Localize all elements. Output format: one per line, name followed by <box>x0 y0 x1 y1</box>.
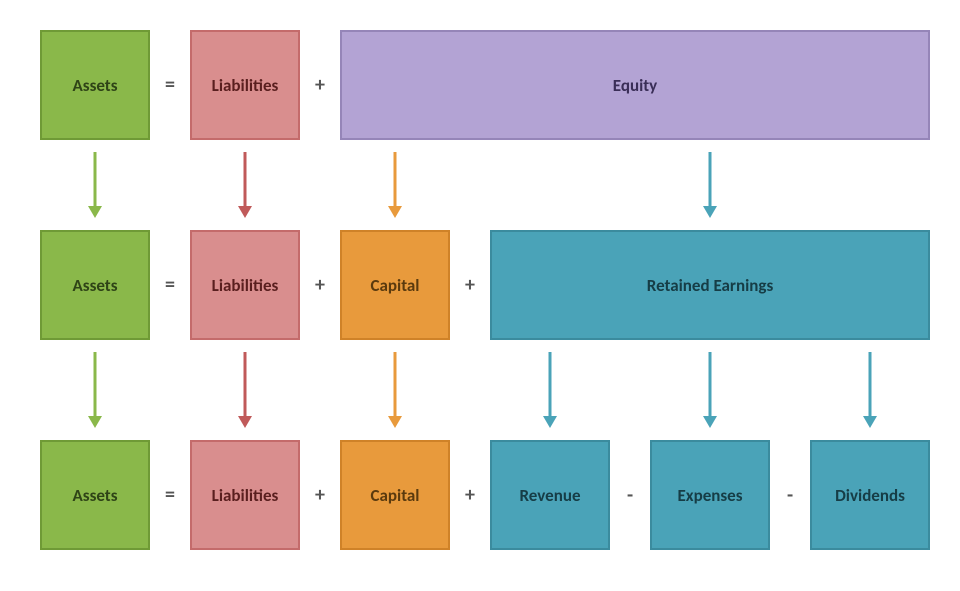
operator-symbol: + <box>465 273 475 297</box>
down-arrow-icon <box>701 152 719 218</box>
accounting-equation-diagram: Assets Liabilities Equity Assets Liabilities… <box>0 0 960 591</box>
down-arrow-icon <box>386 152 404 218</box>
operator-symbol: + <box>315 273 325 297</box>
down-arrow-icon <box>541 352 559 428</box>
down-arrow-icon <box>86 352 104 428</box>
operator-op-r2-plus2: + <box>460 275 480 295</box>
box-r2-liabilities: Liabilities <box>190 230 300 340</box>
arrow-ar-capital-12 <box>386 152 404 218</box>
down-arrow-icon <box>86 152 104 218</box>
arrow-ar-revenue-23 <box>541 352 559 428</box>
box-label: Retained Earnings <box>647 275 773 296</box>
box-r3-liabilities: Liabilities <box>190 440 300 550</box>
down-arrow-icon <box>386 352 404 428</box>
box-r3-assets: Assets <box>40 440 150 550</box>
box-r1-equity: Equity <box>340 30 930 140</box>
operator-symbol: + <box>465 483 475 507</box>
operator-op-r3-plus1: + <box>310 485 330 505</box>
box-label: Liabilities <box>212 485 279 506</box>
arrow-ar-capital-23 <box>386 352 404 428</box>
operator-op-r3-minus1: - <box>620 485 640 505</box>
operator-op-r2-plus1: + <box>310 275 330 295</box>
down-arrow-icon <box>236 352 254 428</box>
box-r3-revenue: Revenue <box>490 440 610 550</box>
box-label: Assets <box>73 485 118 506</box>
operator-op-r3-minus2: - <box>780 485 800 505</box>
box-r2-retained: Retained Earnings <box>490 230 930 340</box>
down-arrow-icon <box>701 352 719 428</box>
arrow-ar-assets-23 <box>86 352 104 428</box>
box-label: Assets <box>73 275 118 296</box>
operator-op-r3-eq: = <box>160 485 180 505</box>
box-label: Expenses <box>677 485 742 506</box>
operator-op-r1-plus: + <box>310 75 330 95</box>
box-r1-liabilities: Liabilities <box>190 30 300 140</box>
box-label: Capital <box>371 485 420 506</box>
box-label: Assets <box>73 75 118 96</box>
box-label: Equity <box>613 75 657 96</box>
operator-op-r3-plus2: + <box>460 485 480 505</box>
arrow-ar-retained-12 <box>701 152 719 218</box>
down-arrow-icon <box>861 352 879 428</box>
arrow-ar-dividends-23 <box>861 352 879 428</box>
down-arrow-icon <box>236 152 254 218</box>
box-r3-expenses: Expenses <box>650 440 770 550</box>
operator-op-r2-eq: = <box>160 275 180 295</box>
operator-symbol: = <box>165 273 175 297</box>
box-label: Dividends <box>835 485 905 506</box>
box-label: Liabilities <box>212 275 279 296</box>
box-r3-dividends: Dividends <box>810 440 930 550</box>
box-r2-capital: Capital <box>340 230 450 340</box>
box-r2-assets: Assets <box>40 230 150 340</box>
operator-symbol: - <box>627 483 633 507</box>
operator-symbol: + <box>315 73 325 97</box>
arrow-ar-liabilities-23 <box>236 352 254 428</box>
box-r1-assets: Assets <box>40 30 150 140</box>
arrow-ar-assets-12 <box>86 152 104 218</box>
operator-symbol: = <box>165 483 175 507</box>
box-r3-capital: Capital <box>340 440 450 550</box>
box-label: Liabilities <box>212 75 279 96</box>
arrow-ar-liabilities-12 <box>236 152 254 218</box>
operator-symbol: = <box>165 73 175 97</box>
box-label: Capital <box>371 275 420 296</box>
operator-symbol: - <box>787 483 793 507</box>
operator-symbol: + <box>315 483 325 507</box>
box-label: Revenue <box>519 485 580 506</box>
operator-op-r1-eq: = <box>160 75 180 95</box>
arrow-ar-expenses-23 <box>701 352 719 428</box>
